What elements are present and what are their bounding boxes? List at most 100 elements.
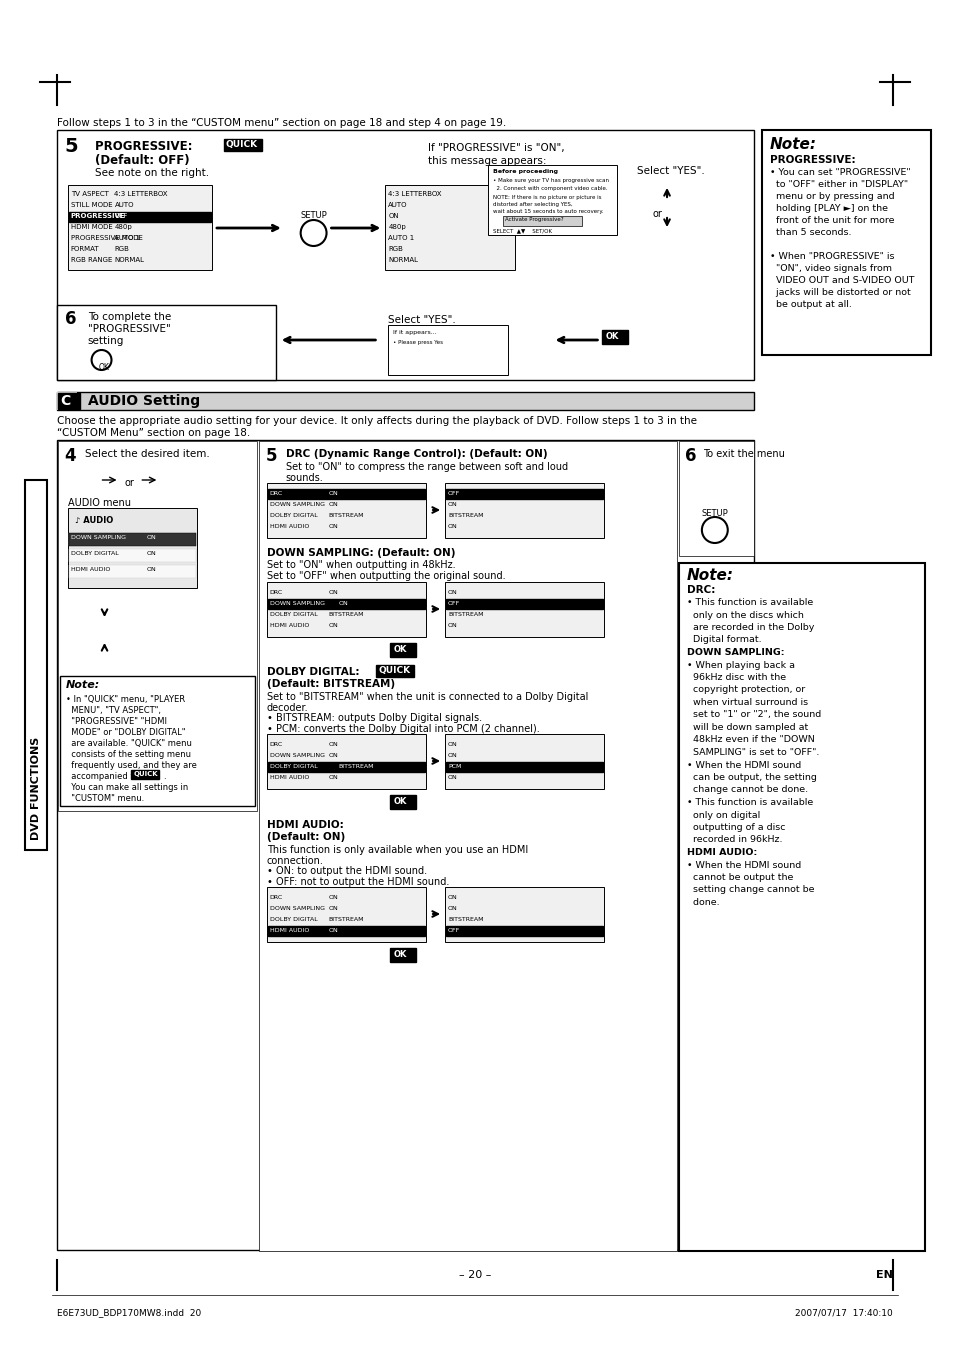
- Text: than 5 seconds.: than 5 seconds.: [769, 228, 850, 236]
- Bar: [267, 888, 426, 942]
- Text: 4: 4: [65, 447, 76, 465]
- Text: outputting of a disc: outputting of a disc: [686, 823, 784, 832]
- Text: ON: ON: [328, 742, 338, 747]
- Text: ON: ON: [338, 601, 348, 607]
- Bar: [58, 440, 256, 811]
- Polygon shape: [661, 230, 671, 240]
- Text: • Please press Yes: • Please press Yes: [393, 340, 443, 345]
- Bar: [679, 563, 923, 1251]
- Text: QUICK: QUICK: [378, 666, 410, 676]
- Bar: [375, 665, 414, 677]
- Text: DRC: DRC: [270, 490, 283, 496]
- Bar: [760, 130, 930, 355]
- Bar: [267, 582, 426, 638]
- Polygon shape: [99, 594, 110, 605]
- Text: accompanied with      .: accompanied with .: [66, 771, 166, 781]
- Text: DOWN SAMPLING: DOWN SAMPLING: [270, 601, 324, 607]
- Text: 5: 5: [65, 136, 78, 155]
- Text: • Make sure your TV has progressive scan: • Make sure your TV has progressive scan: [493, 178, 608, 182]
- Polygon shape: [552, 309, 562, 320]
- Text: Set to "ON" when outputting in 48kHz.: Set to "ON" when outputting in 48kHz.: [267, 561, 455, 570]
- Text: only on the discs which: only on the discs which: [686, 611, 803, 620]
- Text: See note on the right.: See note on the right.: [94, 168, 209, 178]
- Text: DRC: DRC: [270, 894, 283, 900]
- Polygon shape: [552, 359, 562, 370]
- Text: RGB: RGB: [114, 246, 130, 253]
- Text: DOWN SAMPLING: DOWN SAMPLING: [270, 503, 324, 507]
- Bar: [224, 139, 261, 151]
- Text: This function is only available when you use an HDMI: This function is only available when you…: [267, 844, 528, 855]
- Bar: [69, 549, 196, 562]
- Text: If "PROGRESSIVE" is "ON",: If "PROGRESSIVE" is "ON",: [428, 143, 564, 153]
- Bar: [390, 948, 416, 962]
- Circle shape: [701, 517, 727, 543]
- Text: PROGRESSIVE:: PROGRESSIVE:: [769, 155, 854, 165]
- Text: front of the unit for more: front of the unit for more: [769, 216, 893, 226]
- Text: (Default: BITSTREAM): (Default: BITSTREAM): [267, 680, 395, 689]
- Text: OFF: OFF: [114, 213, 128, 219]
- Text: Before proceeding: Before proceeding: [493, 169, 558, 174]
- Text: OK: OK: [393, 950, 406, 959]
- Text: Note:: Note:: [769, 136, 816, 153]
- Text: • When the HDMI sound: • When the HDMI sound: [686, 861, 801, 870]
- Text: cannot be output the: cannot be output the: [686, 873, 793, 882]
- Bar: [446, 925, 602, 936]
- Text: ON: ON: [328, 775, 338, 780]
- Bar: [444, 734, 603, 789]
- Bar: [268, 489, 425, 499]
- Bar: [267, 734, 426, 789]
- Text: DOLBY DIGITAL:: DOLBY DIGITAL:: [267, 667, 362, 677]
- Bar: [68, 508, 197, 588]
- Text: (Default: ON): (Default: ON): [267, 832, 345, 842]
- Text: 4:3 LETTERBOX: 4:3 LETTERBOX: [114, 190, 168, 197]
- Text: ON: ON: [328, 753, 338, 758]
- Bar: [56, 392, 76, 409]
- Text: setting change cannot be: setting change cannot be: [686, 885, 814, 894]
- Text: OK: OK: [393, 797, 406, 807]
- Text: SELECT  ▲▼    SET/OK: SELECT ▲▼ SET/OK: [493, 228, 551, 232]
- Text: MODE" or "DOLBY DIGITAL": MODE" or "DOLBY DIGITAL": [66, 728, 185, 738]
- Bar: [487, 165, 617, 235]
- Text: QUICK: QUICK: [226, 141, 258, 149]
- Bar: [267, 484, 426, 538]
- Text: • PCM: converts the Dolby Digital into PCM (2 channel).: • PCM: converts the Dolby Digital into P…: [267, 724, 539, 734]
- Text: AUTO: AUTO: [388, 203, 407, 208]
- Text: ON: ON: [146, 535, 156, 540]
- Text: PROGRESSIVE MODE: PROGRESSIVE MODE: [71, 235, 142, 240]
- Text: EN: EN: [875, 1270, 892, 1279]
- Text: jacks will be distorted or not: jacks will be distorted or not: [769, 288, 909, 297]
- Text: BITSTREAM: BITSTREAM: [328, 612, 364, 617]
- Polygon shape: [164, 477, 172, 484]
- Bar: [444, 888, 603, 942]
- Text: 2. Connect with component video cable.: 2. Connect with component video cable.: [493, 186, 607, 190]
- Text: To complete the: To complete the: [88, 312, 171, 322]
- Text: or: or: [124, 478, 134, 488]
- Bar: [268, 925, 425, 936]
- Text: AUTO 1: AUTO 1: [388, 235, 415, 240]
- Text: Activate Progressive?: Activate Progressive?: [504, 218, 563, 222]
- Text: ON: ON: [448, 907, 457, 911]
- Text: wait about 15 seconds to auto recovery.: wait about 15 seconds to auto recovery.: [493, 209, 603, 213]
- Text: sounds.: sounds.: [286, 473, 323, 484]
- Text: • You can set "PROGRESSIVE": • You can set "PROGRESSIVE": [769, 168, 909, 177]
- Text: are available. "QUICK" menu: are available. "QUICK" menu: [66, 739, 192, 748]
- Text: MENU", "TV ASPECT",: MENU", "TV ASPECT",: [66, 707, 160, 715]
- Text: "ON", video signals from: "ON", video signals from: [769, 263, 891, 273]
- Text: done.: done.: [686, 898, 719, 907]
- Text: setting: setting: [88, 336, 124, 346]
- Bar: [268, 762, 425, 771]
- Text: To exit the menu: To exit the menu: [702, 449, 784, 459]
- Text: OK: OK: [393, 644, 406, 654]
- Bar: [69, 212, 211, 222]
- Text: ON: ON: [146, 551, 156, 557]
- Text: HDMI AUDIO:: HDMI AUDIO:: [267, 820, 343, 830]
- Text: consists of the setting menu: consists of the setting menu: [66, 750, 191, 759]
- Bar: [69, 534, 196, 546]
- Text: • OFF: not to output the HDMI sound.: • OFF: not to output the HDMI sound.: [267, 877, 449, 888]
- Text: • When the HDMI sound: • When the HDMI sound: [686, 761, 801, 770]
- Text: BITSTREAM: BITSTREAM: [338, 765, 374, 769]
- Text: BITSTREAM: BITSTREAM: [328, 513, 364, 517]
- Text: to "OFF" either in "DISPLAY": to "OFF" either in "DISPLAY": [769, 180, 906, 189]
- Text: menu or by pressing and: menu or by pressing and: [769, 192, 893, 201]
- Text: are recorded in the Dolby: are recorded in the Dolby: [686, 623, 814, 632]
